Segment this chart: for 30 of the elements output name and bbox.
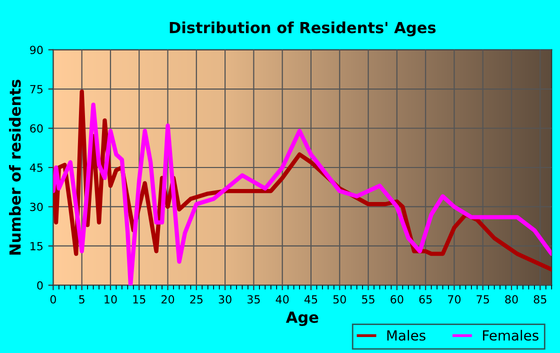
x-tick-label: 10: [104, 295, 117, 304]
y-tick-label: 0: [37, 281, 43, 290]
y-tick-label: 15: [30, 242, 43, 250]
x-tick-label: 45: [304, 295, 318, 304]
x-tick-label: 40: [276, 295, 289, 304]
y-axis-title: Number of residents: [8, 80, 21, 255]
x-tick-label: 30: [218, 295, 232, 304]
x-tick-label: 5: [79, 295, 84, 304]
x-tick-label: 80: [505, 295, 518, 304]
y-tick-label: 60: [30, 124, 43, 133]
x-tick-label: 0: [50, 295, 56, 304]
x-tick-label: 25: [190, 295, 203, 304]
x-tick-label: 55: [362, 295, 374, 304]
x-tick-label: 70: [448, 295, 461, 304]
y-tick-label: 30: [30, 202, 43, 212]
x-tick-label: 75: [476, 295, 489, 304]
x-tick-label: 60: [390, 295, 404, 304]
chart-title: Distribution of Residents' Ages: [170, 22, 436, 36]
x-tick-label: 35: [247, 295, 260, 304]
legend-label: Females: [483, 330, 538, 341]
x-tick-label: 15: [133, 295, 146, 304]
y-tick-label: 75: [30, 85, 43, 94]
y-tick-label: 45: [30, 164, 43, 172]
x-tick-label: 85: [534, 295, 546, 304]
x-axis-title: Age: [286, 312, 318, 326]
legend-label: Males: [387, 330, 426, 341]
x-tick-label: 50: [333, 295, 346, 304]
x-tick-label: 65: [419, 295, 432, 304]
x-tick-label: 20: [162, 295, 174, 304]
y-tick-label: 90: [30, 46, 43, 54]
